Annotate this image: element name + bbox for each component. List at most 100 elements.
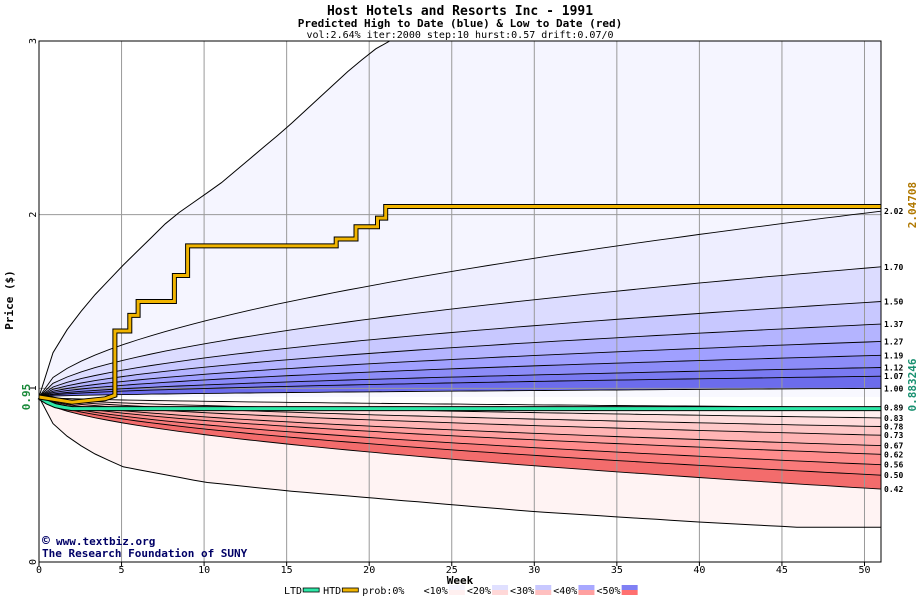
- x-tick-label: 30: [528, 565, 540, 576]
- quantile-line-low-6: [38, 396, 882, 466]
- quantile-line-high-5: [38, 354, 882, 398]
- quantile-line-low-1: [38, 396, 882, 419]
- band-high-5: [39, 355, 881, 397]
- legend-label-3: <10%: [424, 586, 448, 597]
- quantile-line-high-0: [38, 210, 882, 398]
- legend-swatch-bottom-4: [492, 590, 509, 595]
- legend-swatch-bottom-6: [578, 590, 595, 595]
- quantile-label-high: 1.70: [884, 263, 903, 272]
- credit-block: © www.textbiz.org The Research Foundatio…: [42, 534, 248, 560]
- legend-label-7: <50%: [596, 586, 620, 597]
- y-tick-label: 0: [28, 559, 39, 565]
- legend-label-5: <30%: [510, 586, 534, 597]
- quantile-label-low: 0.50: [884, 471, 903, 480]
- x-tick-label: 40: [693, 565, 705, 576]
- band-high-0: [39, 211, 881, 397]
- copyright-icon: ©: [42, 534, 50, 549]
- x-tick-label: 10: [198, 565, 210, 576]
- x-tick-label: 25: [446, 565, 458, 576]
- x-tick-label: 15: [281, 565, 293, 576]
- quantile-line-high-3: [38, 323, 882, 398]
- quantile-label-high: 1.27: [884, 337, 903, 346]
- probability-bands: [39, 41, 881, 528]
- quantile-label-low: 0.67: [884, 442, 903, 451]
- band-low-7: [39, 397, 881, 490]
- quantile-line-low-7: [38, 396, 882, 476]
- quantile-label-high: 1.12: [884, 363, 903, 372]
- legend-swatch-top-2: [405, 585, 422, 590]
- band-high-outer: [39, 41, 881, 397]
- band-low-6: [39, 397, 881, 476]
- band-high-3: [39, 324, 881, 397]
- legend-swatch-bottom-5: [535, 590, 552, 595]
- ltd-line: [38, 395, 881, 411]
- x-tick-label: 5: [119, 565, 125, 576]
- band-high-2: [39, 301, 881, 397]
- htd-line: [38, 205, 881, 404]
- quantile-line-low-4: [38, 396, 882, 447]
- quantile-line-high-4: [38, 340, 882, 398]
- legend-swatch-top-3: [448, 585, 465, 590]
- quantile-label-low: 0.42: [884, 485, 903, 494]
- ltd-final-label: 0.883246: [906, 358, 919, 411]
- quantile-label-high: 1.50: [884, 298, 903, 307]
- quantile-line-low-5: [38, 396, 882, 455]
- band-high-1: [39, 266, 881, 397]
- quantile-line-low-8: [38, 396, 882, 490]
- quantile-label-high: 1.07: [884, 372, 903, 381]
- quantile-label-low: 0.56: [884, 461, 903, 470]
- axis-ticks: 0 5 10 15 20 25 30 35 40 45 50 0 1 2 3: [28, 38, 871, 576]
- start-price-label: 0.95: [20, 384, 33, 411]
- chart-params: vol:2.64% iter:2000 step:10 hurst:0.57 d…: [306, 30, 613, 41]
- chart-title: Host Hotels and Resorts Inc - 1991: [327, 4, 593, 19]
- legend-swatch-top-6: [578, 585, 595, 590]
- legend-swatch-1: [341, 587, 359, 593]
- band-high-7: [39, 376, 881, 397]
- quantile-line-high-8: [38, 387, 882, 398]
- quantile-line-low-3: [38, 396, 882, 436]
- quantile-line-high-2: [38, 301, 882, 398]
- legend-label-6: <40%: [553, 586, 577, 597]
- y-tick-label: 2: [28, 212, 39, 218]
- band-low-3: [39, 397, 881, 446]
- band-low-2: [39, 397, 881, 436]
- legend-swatch-bottom-7: [621, 590, 638, 595]
- x-tick-label: 50: [858, 565, 870, 576]
- quantile-label-high: 1.00: [884, 384, 903, 393]
- quantile-label-high: 1.19: [884, 351, 903, 360]
- quantile-lines: [38, 40, 882, 528]
- y-tick-label: 1: [28, 385, 39, 391]
- quantile-line-high-7: [38, 375, 882, 398]
- credit-url[interactable]: www.textbiz.org: [56, 535, 155, 548]
- y-axis-label: Price ($): [3, 270, 16, 330]
- band-low-outer: [39, 397, 881, 528]
- credit-org: The Research Foundation of SUNY: [42, 547, 248, 560]
- series-lines: [37, 204, 881, 412]
- legend-label-2: prob:0%: [362, 586, 404, 597]
- band-low-center: [39, 397, 881, 408]
- legend-swatch-top-4: [492, 585, 509, 590]
- band-high-6: [39, 367, 881, 397]
- quantile-line-high-1: [38, 266, 882, 398]
- chart-subtitle: Predicted High to Date (blue) & Low to D…: [298, 17, 623, 30]
- legend-label-1: HTD: [323, 586, 341, 597]
- band-high-center: [39, 388, 881, 397]
- quantile-label-high: 2.02: [884, 207, 903, 216]
- quantile-label-low: 0.83: [884, 414, 903, 423]
- x-axis-label: Week: [447, 574, 474, 587]
- quantile-label-low: 0.78: [884, 423, 903, 432]
- x-tick-label: 35: [611, 565, 623, 576]
- x-tick-label: 20: [363, 565, 375, 576]
- x-tick-label: 0: [36, 565, 42, 576]
- quantile-label-low: 0.89: [884, 403, 903, 412]
- min-envelope-line: [38, 396, 881, 528]
- grid-lines: [39, 41, 881, 562]
- quantile-line-high-6: [38, 367, 882, 398]
- legend: LTD HTD prob:0% <10% <20% <30% <40% <50%: [284, 585, 638, 597]
- legend-swatch-top-7: [621, 585, 638, 590]
- legend-label-4: <20%: [467, 586, 491, 597]
- legend-swatch-bottom-2: [405, 590, 422, 595]
- quantile-end-labels: 1.00 1.071.12 1.19 1.27 1.37 1.50 1.70 2.02 0.89…: [884, 207, 903, 494]
- plot-frame: [38, 40, 882, 563]
